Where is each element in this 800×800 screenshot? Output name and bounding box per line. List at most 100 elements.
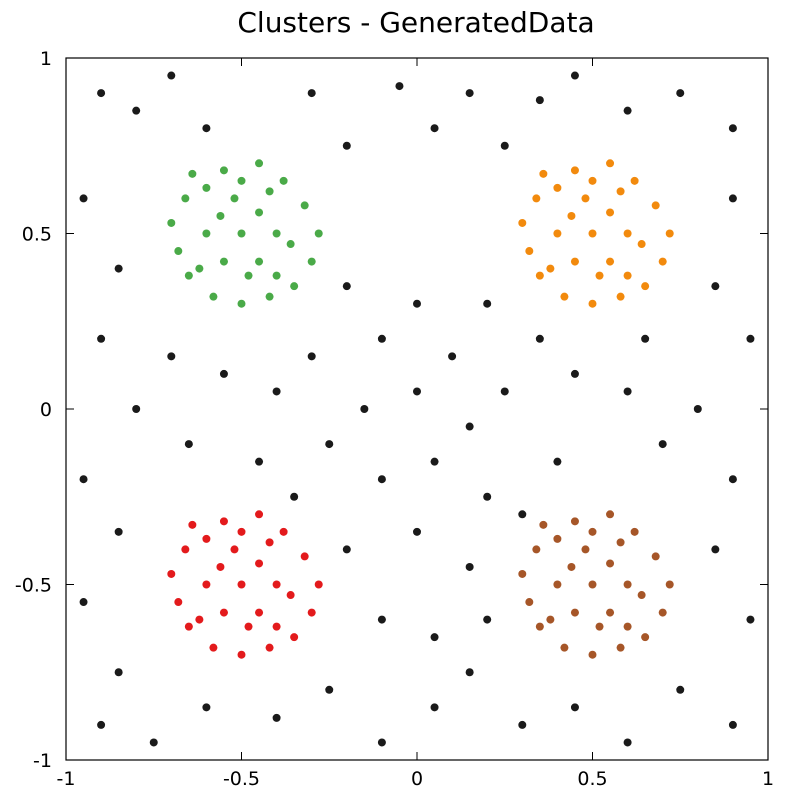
data-point: [728, 124, 737, 133]
data-point: [314, 229, 323, 238]
data-point: [97, 89, 106, 98]
data-point: [342, 545, 351, 554]
data-point: [202, 183, 211, 192]
data-point: [230, 545, 239, 554]
x-tick-label: -1: [57, 768, 76, 790]
chart-title: Clusters - GeneratedData: [237, 6, 594, 39]
data-point: [606, 159, 615, 168]
data-point: [272, 580, 281, 589]
data-point: [181, 194, 190, 203]
data-point: [219, 608, 228, 617]
data-point: [588, 580, 597, 589]
data-point: [567, 562, 576, 571]
data-point: [535, 334, 544, 343]
data-point: [413, 527, 421, 536]
data-point: [132, 106, 141, 115]
y-tick-label: 0.5: [22, 224, 52, 246]
data-point: [560, 643, 569, 652]
x-tick-label: 0.5: [577, 768, 607, 790]
data-point: [623, 387, 632, 396]
data-point: [518, 510, 527, 519]
data-point: [279, 527, 288, 536]
data-point: [307, 89, 316, 98]
data-point: [570, 703, 579, 712]
data-point: [202, 534, 211, 543]
data-point: [202, 229, 211, 238]
data-point: [265, 292, 274, 301]
data-point: [525, 598, 534, 607]
data-point: [483, 615, 492, 624]
data-point: [623, 271, 632, 280]
data-point: [377, 475, 386, 484]
x-tick-label: 1: [762, 768, 774, 790]
data-point: [465, 562, 474, 571]
data-point: [132, 405, 141, 413]
data-point: [188, 520, 197, 529]
data-point: [532, 194, 541, 203]
data-point: [570, 608, 579, 617]
data-point: [255, 257, 264, 266]
data-point: [595, 622, 604, 631]
data-point: [307, 257, 316, 266]
data-point: [658, 440, 667, 449]
data-point: [616, 643, 625, 652]
data-point: [97, 720, 106, 729]
data-point: [230, 194, 239, 203]
data-point: [518, 569, 527, 578]
data-point: [413, 299, 421, 308]
data-point: [272, 387, 281, 396]
data-point: [483, 299, 492, 308]
data-point: [588, 176, 597, 185]
data-point: [616, 187, 625, 196]
data-point: [606, 559, 615, 568]
data-points: [79, 71, 755, 747]
data-point: [623, 229, 632, 238]
data-point: [114, 527, 123, 536]
data-point: [237, 580, 246, 589]
data-point: [588, 527, 597, 536]
data-point: [377, 738, 386, 747]
data-point: [430, 703, 439, 712]
data-point: [553, 183, 562, 192]
data-point: [665, 580, 674, 589]
data-point: [623, 580, 632, 589]
data-point: [237, 527, 246, 536]
data-point: [606, 257, 615, 266]
data-point: [184, 271, 193, 280]
data-point: [606, 510, 615, 519]
data-point: [595, 271, 604, 280]
data-point: [623, 106, 632, 115]
data-point: [637, 591, 646, 600]
data-point: [570, 369, 579, 378]
data-point: [300, 201, 309, 210]
data-point: [377, 615, 386, 624]
data-point: [518, 720, 527, 729]
axis-ticks: -1 -0.5 0 0.5 1 -1 -0.5 0 0.5 1: [15, 48, 774, 790]
data-point: [216, 211, 225, 220]
data-point: [79, 194, 88, 203]
data-point: [430, 457, 439, 466]
data-point: [430, 633, 439, 642]
data-point: [219, 369, 228, 378]
data-point: [728, 720, 737, 729]
data-point: [290, 282, 299, 291]
data-point: [651, 201, 660, 210]
data-point: [272, 713, 281, 722]
data-point: [630, 176, 639, 185]
data-point: [676, 89, 685, 98]
data-point: [244, 622, 253, 631]
data-point: [539, 520, 548, 529]
data-point: [79, 475, 88, 484]
data-point: [219, 257, 228, 266]
data-point: [588, 650, 597, 659]
data-point: [237, 299, 246, 308]
data-point: [255, 559, 264, 568]
data-point: [360, 405, 369, 413]
data-point: [465, 89, 474, 98]
data-point: [641, 282, 650, 291]
data-point: [606, 208, 615, 217]
data-point: [114, 668, 123, 677]
data-point: [676, 685, 685, 694]
data-point: [325, 685, 334, 694]
data-point: [184, 622, 193, 631]
